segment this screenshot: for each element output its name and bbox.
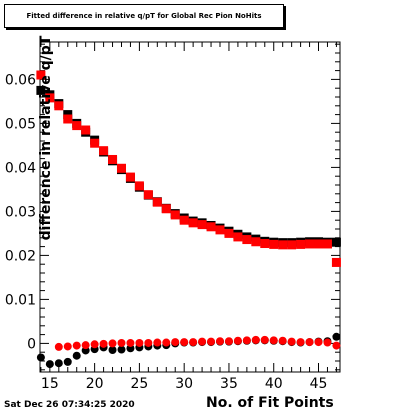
x-axis-label: No. of Fit Points bbox=[206, 395, 334, 411]
data-point bbox=[242, 235, 252, 245]
data-point bbox=[72, 351, 81, 360]
data-point bbox=[63, 114, 73, 124]
y-tick-label: 0 bbox=[27, 336, 36, 352]
data-point bbox=[45, 93, 55, 103]
data-point bbox=[171, 338, 180, 347]
data-point bbox=[322, 239, 332, 249]
data-marks bbox=[36, 70, 341, 369]
data-point bbox=[269, 336, 278, 345]
x-tick-label: 15 bbox=[41, 376, 59, 392]
y-tick-label: 0.06 bbox=[5, 72, 36, 88]
data-point bbox=[233, 232, 243, 242]
data-point bbox=[144, 338, 153, 347]
x-tick-label: 35 bbox=[220, 376, 238, 392]
data-point bbox=[54, 101, 64, 111]
y-tick-label: 0.02 bbox=[5, 248, 36, 264]
data-point bbox=[152, 197, 162, 207]
x-tick-label: 25 bbox=[130, 376, 148, 392]
data-point bbox=[224, 337, 233, 346]
data-point bbox=[108, 346, 117, 354]
data-point bbox=[296, 338, 305, 347]
data-point bbox=[242, 336, 251, 345]
x-tick-label: 20 bbox=[86, 376, 104, 392]
data-point bbox=[81, 125, 91, 135]
data-point bbox=[36, 70, 46, 80]
data-point bbox=[296, 239, 306, 249]
data-point bbox=[215, 225, 225, 235]
data-point bbox=[117, 338, 126, 347]
data-point bbox=[224, 228, 234, 238]
axes: 15 20 25 30 35 40 45 0 0.01 0.02 0.03 0.04 0.05 0.06 bbox=[5, 42, 340, 392]
data-point bbox=[251, 237, 261, 247]
data-point bbox=[135, 338, 144, 347]
data-point bbox=[162, 338, 171, 347]
data-point bbox=[45, 360, 54, 369]
data-point bbox=[260, 239, 270, 249]
data-point bbox=[331, 237, 341, 247]
x-tick-label: 45 bbox=[310, 376, 328, 392]
data-point bbox=[233, 336, 242, 345]
data-point bbox=[126, 338, 135, 347]
data-point bbox=[207, 337, 216, 346]
plot-frame bbox=[39, 41, 341, 373]
data-point bbox=[198, 337, 207, 346]
data-point bbox=[305, 239, 315, 249]
data-point bbox=[179, 215, 189, 225]
data-point bbox=[72, 341, 81, 350]
data-point bbox=[63, 342, 72, 351]
y-tick-label: 0.01 bbox=[5, 292, 36, 308]
data-point bbox=[117, 345, 126, 354]
data-point bbox=[153, 338, 162, 347]
data-point bbox=[251, 335, 260, 344]
data-point bbox=[125, 172, 135, 182]
data-point bbox=[161, 204, 171, 214]
data-point bbox=[188, 218, 198, 228]
data-point bbox=[197, 220, 207, 230]
data-point bbox=[134, 181, 144, 191]
data-point bbox=[269, 239, 279, 249]
data-point bbox=[180, 338, 189, 347]
y-tick-label: 0.03 bbox=[5, 204, 36, 220]
data-point bbox=[99, 146, 109, 156]
data-point bbox=[108, 339, 117, 348]
data-point bbox=[332, 341, 341, 350]
data-point bbox=[216, 337, 224, 346]
data-point bbox=[143, 190, 153, 200]
data-point bbox=[314, 338, 323, 347]
data-point bbox=[206, 222, 216, 232]
data-point bbox=[36, 353, 45, 362]
data-point bbox=[54, 359, 63, 368]
x-tick-label: 40 bbox=[265, 376, 283, 392]
data-point bbox=[278, 336, 287, 345]
data-point bbox=[287, 337, 296, 346]
x-tick-label: 30 bbox=[175, 376, 193, 392]
data-point bbox=[287, 240, 297, 250]
data-point bbox=[331, 257, 341, 267]
data-point bbox=[323, 338, 332, 347]
data-point bbox=[90, 138, 100, 148]
data-point bbox=[108, 154, 118, 164]
data-point bbox=[81, 341, 90, 350]
data-point bbox=[54, 342, 63, 351]
y-tick-label: 0.04 bbox=[5, 160, 36, 176]
y-axis-label: difference in relative q/pT bbox=[38, 35, 54, 241]
y-tick-label: 0.05 bbox=[5, 116, 36, 132]
data-point bbox=[36, 85, 46, 95]
data-point bbox=[314, 239, 324, 249]
data-point bbox=[116, 163, 126, 173]
data-point bbox=[90, 340, 99, 349]
chart-title: Fitted difference in relative q/pT for G… bbox=[4, 4, 284, 28]
data-point bbox=[170, 210, 180, 220]
data-point bbox=[63, 357, 72, 366]
data-point bbox=[189, 338, 198, 347]
data-point bbox=[332, 332, 341, 341]
data-point bbox=[260, 335, 269, 344]
timestamp: Sat Dec 26 07:34:25 2020 bbox=[4, 400, 135, 410]
data-point bbox=[305, 338, 314, 347]
data-point bbox=[72, 121, 82, 131]
data-point bbox=[278, 240, 288, 250]
data-point bbox=[99, 339, 108, 348]
